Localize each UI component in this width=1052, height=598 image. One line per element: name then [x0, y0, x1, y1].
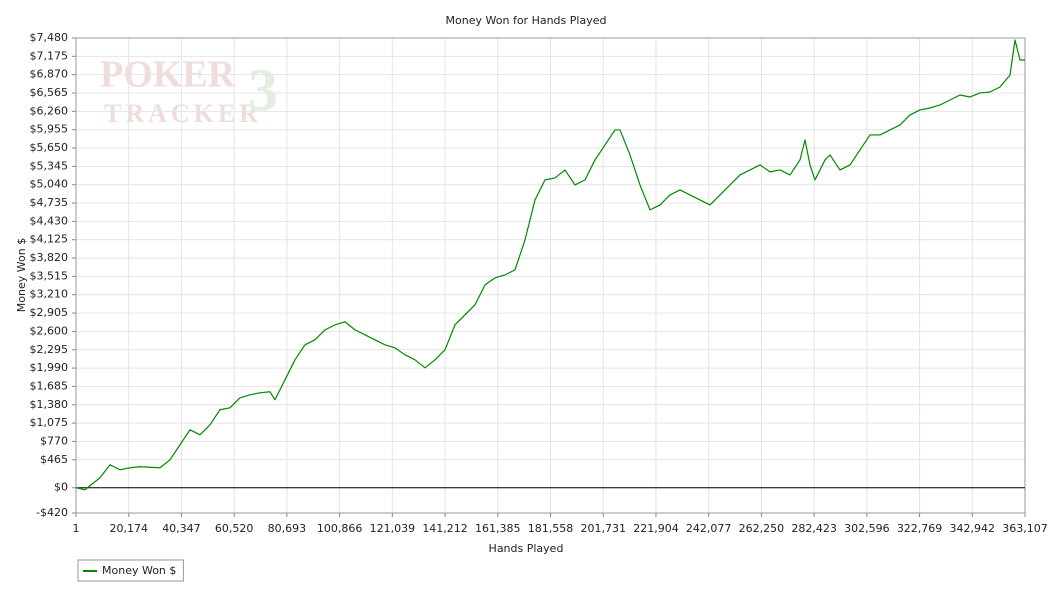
y-tick-label: $5,650 [30, 141, 69, 154]
x-tick-label: 221,904 [633, 522, 679, 535]
x-tick-label: 242,077 [686, 522, 732, 535]
y-tick-label: $1,075 [30, 416, 69, 429]
y-tick-label: $5,955 [30, 123, 69, 136]
x-tick-label: 302,596 [844, 522, 890, 535]
y-axis-label: Money Won $ [15, 238, 28, 312]
x-tick-label: 201,731 [580, 522, 626, 535]
y-tick-label: $5,345 [30, 159, 69, 172]
x-tick-label: 141,212 [422, 522, 468, 535]
y-tick-label: $2,295 [30, 343, 69, 356]
x-tick-label: 80,693 [268, 522, 307, 535]
x-tick-label: 100,866 [317, 522, 363, 535]
chart-title: Money Won for Hands Played [446, 14, 607, 27]
y-tick-label: $0 [54, 481, 68, 494]
x-tick-label: 1 [73, 522, 80, 535]
y-tick-label: $3,210 [30, 288, 69, 301]
y-tick-label: $1,380 [30, 398, 69, 411]
y-tick-label: $7,480 [30, 31, 69, 44]
y-tick-label: $3,515 [30, 269, 69, 282]
x-axis-label: Hands Played [489, 542, 564, 555]
y-tick-label: $6,260 [30, 104, 69, 117]
y-tick-label: $4,735 [30, 196, 69, 209]
x-tick-label: 322,769 [897, 522, 943, 535]
x-tick-label: 282,423 [791, 522, 837, 535]
x-tick-label: 181,558 [528, 522, 574, 535]
y-tick-label: $770 [40, 434, 68, 447]
y-tick-label: $3,820 [30, 251, 69, 264]
x-tick-label: 161,385 [475, 522, 521, 535]
x-tick-label: 363,107 [1002, 522, 1048, 535]
y-tick-label: -$420 [36, 506, 68, 519]
y-tick-label: $4,430 [30, 214, 69, 227]
x-tick-label: 40,347 [162, 522, 201, 535]
x-tick-label: 60,520 [215, 522, 254, 535]
watermark: TRACKER [104, 99, 262, 128]
y-tick-label: $6,565 [30, 86, 69, 99]
watermark: 3 [248, 57, 278, 123]
plot-border [75, 37, 1026, 514]
y-tick-label: $4,125 [30, 233, 69, 246]
y-tick-label: $5,040 [30, 178, 69, 191]
x-tick-label: 20,174 [109, 522, 148, 535]
series-line [75, 39, 1025, 491]
y-tick-label: $1,685 [30, 379, 69, 392]
legend-label: Money Won $ [102, 564, 176, 577]
y-tick-label: $2,600 [30, 324, 69, 337]
y-tick-label: $465 [40, 453, 68, 466]
legend-box [77, 559, 184, 582]
x-tick-label: 342,942 [950, 522, 996, 535]
y-tick-label: $6,870 [30, 68, 69, 81]
y-tick-label: $1,990 [30, 361, 69, 374]
y-tick-label: $7,175 [30, 49, 69, 62]
x-tick-label: 121,039 [370, 522, 416, 535]
x-tick-label: 262,250 [739, 522, 785, 535]
y-tick-label: $2,905 [30, 306, 69, 319]
